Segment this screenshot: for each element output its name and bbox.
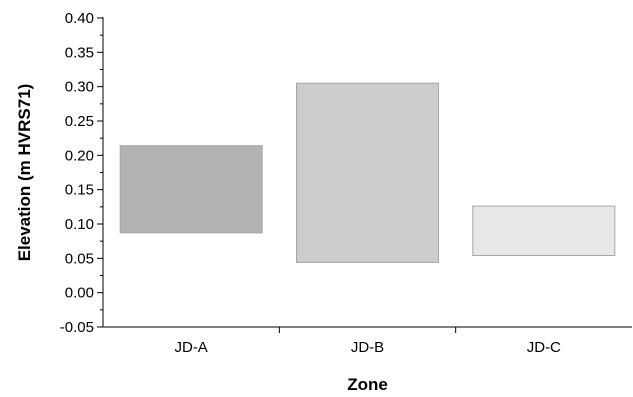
y-axis: -0.05 0.00 0.05 0.10 0.15 0.20 0.25 0.30 0.35 0.4… xyxy=(60,10,104,336)
x-tick-label: JD-A xyxy=(174,339,207,356)
y-tick-label: 0.20 xyxy=(65,147,94,164)
y-tick-label: 0.40 xyxy=(65,10,94,27)
bars-layer xyxy=(119,82,616,263)
y-tick-label: 0.25 xyxy=(65,113,94,130)
y-axis-title: Elevation (m HVRS71) xyxy=(15,84,34,262)
y-tick-label: 0.15 xyxy=(65,182,94,199)
x-tick-label: JD-C xyxy=(527,339,561,356)
y-tick-label: 0.00 xyxy=(65,285,94,302)
y-tick-label: 0.05 xyxy=(65,250,94,267)
x-axis-title: Zone xyxy=(347,375,388,394)
y-tick-label: 0.35 xyxy=(65,44,94,61)
x-tick-label: JD-B xyxy=(351,339,384,356)
bar-jd-c xyxy=(472,205,616,257)
y-tick-label: 0.10 xyxy=(65,216,94,233)
bar-jd-a xyxy=(119,145,263,234)
x-axis: JD-A JD-B JD-C xyxy=(103,326,632,356)
y-tick-label: -0.05 xyxy=(60,319,94,336)
bar-jd-b xyxy=(296,82,439,263)
y-tick-label: 0.30 xyxy=(65,79,94,96)
